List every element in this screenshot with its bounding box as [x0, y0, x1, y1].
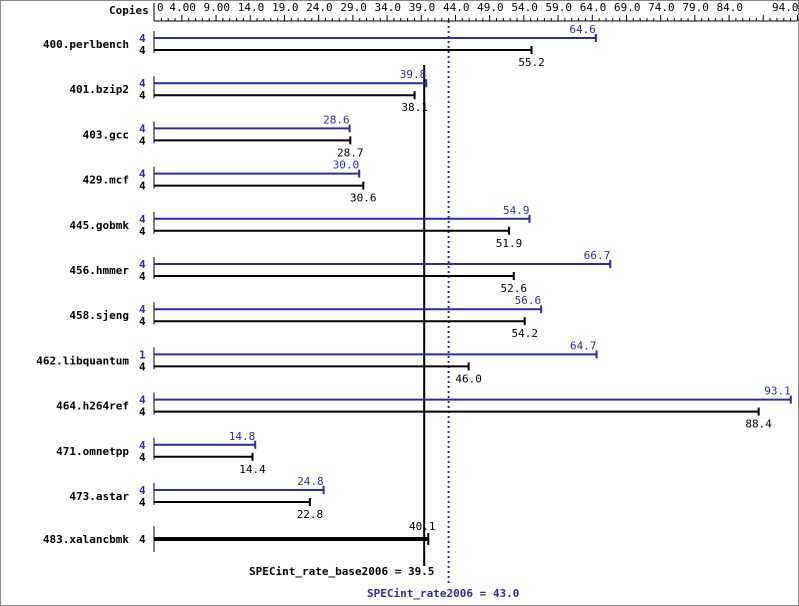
base-value-label: 30.6 — [350, 192, 377, 205]
base-copies: 4 — [139, 451, 146, 464]
axis-tick-label: 14.0 — [238, 1, 265, 14]
peak-copies: 4 — [139, 32, 146, 45]
base-copies: 4 — [139, 315, 146, 328]
base-value-label: 88.4 — [745, 418, 772, 431]
base-copies: 4 — [139, 270, 146, 283]
peak-copies: 4 — [139, 213, 146, 226]
base-copies: 4 — [139, 496, 146, 509]
axis-tick-label: 19.0 — [272, 1, 299, 14]
base-value-label: 55.2 — [518, 56, 545, 69]
base-copies: 4 — [139, 180, 146, 193]
peak-copies: 4 — [139, 439, 146, 452]
peak-copies: 4 — [139, 484, 146, 497]
base-copies: 4 — [139, 360, 146, 373]
axis-tick-label: 59.0 — [546, 1, 573, 14]
peak-copies: 4 — [139, 77, 146, 90]
axis-tick-label: 69.0 — [614, 1, 641, 14]
peak-copies: 4 — [139, 303, 146, 316]
axis-label-copies: Copies — [109, 4, 149, 17]
axis-tick-label: 54.0 — [511, 1, 538, 14]
axis-tick-label: 84.0 — [717, 1, 744, 14]
peak-copies: 4 — [139, 122, 146, 135]
benchmark-label: 464.h264ref — [56, 400, 129, 413]
base-copies: 4 — [139, 533, 146, 546]
base-value-label: 28.7 — [337, 146, 364, 159]
benchmark-label: 429.mcf — [83, 174, 129, 187]
axis-tick-label: 34.0 — [375, 1, 402, 14]
axis-tick-label: 64.0 — [580, 1, 607, 14]
benchmark-label: 400.perlbench — [43, 38, 129, 51]
base-copies: 4 — [139, 225, 146, 238]
axis-tick-label: 94.0 — [772, 1, 798, 14]
peak-value-label: 30.0 — [333, 159, 360, 172]
benchmark-label: 458.sjeng — [69, 309, 129, 322]
axis-tick-label: 39.0 — [409, 1, 436, 14]
benchmark-label: 483.xalancbmk — [43, 533, 129, 546]
benchmark-label: 462.libquantum — [36, 354, 129, 367]
base-copies: 4 — [139, 406, 146, 419]
peak-value-label: 14.8 — [229, 430, 256, 443]
base-value-label: 54.2 — [511, 327, 538, 340]
axis-tick-label: 29.0 — [340, 1, 367, 14]
base-value-label: 22.8 — [297, 508, 324, 521]
axis-tick-label: 24.0 — [306, 1, 333, 14]
base-value-label: 40.1 — [409, 520, 436, 533]
axis-tick-label: 9.00 — [204, 1, 231, 14]
benchmark-label: 471.omnetpp — [56, 445, 129, 458]
peak-value-label: 54.9 — [503, 204, 530, 217]
peak-value-label: 28.6 — [323, 113, 350, 126]
base-copies: 4 — [139, 89, 146, 102]
base-copies: 4 — [139, 134, 146, 147]
peak-value-label: 24.8 — [297, 475, 324, 488]
peak-value-label: 64.7 — [570, 339, 597, 352]
peak-value-label: 64.6 — [569, 23, 596, 36]
peak-copies: 4 — [139, 394, 146, 407]
peak-ref-label: SPECint_rate2006 = 43.0 — [367, 587, 519, 600]
peak-value-label: 93.1 — [764, 385, 791, 398]
peak-value-label: 39.8 — [400, 68, 427, 81]
benchmark-label: 445.gobmk — [69, 219, 129, 232]
base-value-label: 14.4 — [239, 463, 266, 476]
benchmark-label: 401.bzip2 — [69, 83, 129, 96]
axis-tick-label: 79.0 — [682, 1, 709, 14]
peak-copies: 4 — [139, 168, 146, 181]
axis-tick-label: 44.0 — [443, 1, 470, 14]
base-value-label: 51.9 — [496, 237, 523, 250]
base-copies: 4 — [139, 44, 146, 57]
base-value-label: 38.1 — [401, 101, 428, 114]
axis-tick-label: 74.0 — [648, 1, 675, 14]
benchmark-label: 473.astar — [69, 490, 129, 503]
peak-value-label: 66.7 — [584, 249, 611, 262]
peak-value-label: 56.6 — [515, 294, 542, 307]
axis-tick-label: 4.00 — [169, 1, 196, 14]
peak-copies: 1 — [139, 348, 146, 361]
axis-tick-label: 0 — [157, 1, 164, 14]
base-ref-label: SPECint_rate_base2006 = 39.5 — [249, 565, 434, 578]
base-value-label: 52.6 — [501, 282, 528, 295]
peak-copies: 4 — [139, 258, 146, 271]
benchmark-label: 403.gcc — [83, 128, 129, 141]
benchmark-label: 456.hmmer — [69, 264, 129, 277]
base-value-label: 46.0 — [455, 372, 482, 385]
axis-tick-label: 49.0 — [477, 1, 504, 14]
